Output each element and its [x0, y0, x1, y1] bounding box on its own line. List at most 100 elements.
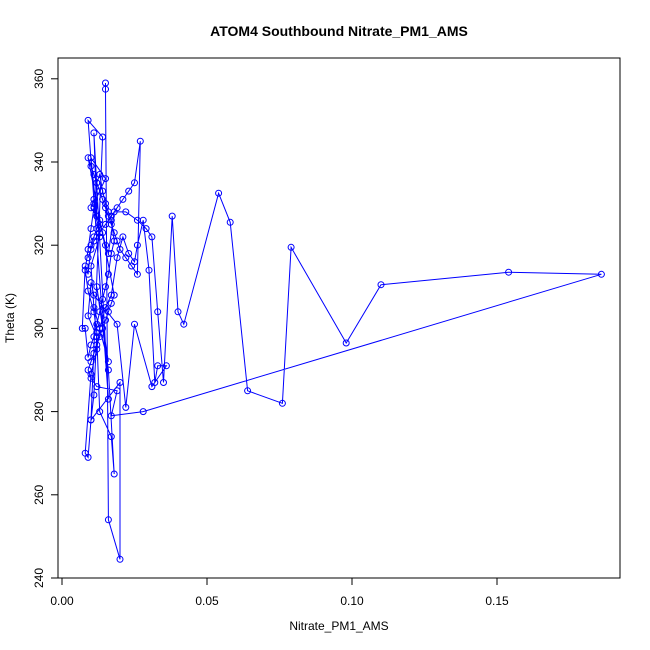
data-point — [90, 204, 98, 212]
data-point — [84, 116, 92, 124]
data-point — [128, 262, 136, 270]
data-point — [122, 403, 130, 411]
data-point — [87, 358, 95, 366]
data-point — [102, 85, 109, 93]
data-point — [90, 233, 98, 241]
data-point — [93, 320, 101, 328]
data-point — [90, 195, 98, 203]
data-point — [90, 391, 98, 399]
data-point — [131, 179, 138, 187]
data-point — [162, 362, 170, 370]
data-point — [116, 555, 124, 563]
data-point — [84, 312, 92, 320]
x-tick-label: 0.05 — [195, 594, 219, 608]
data-point — [90, 171, 98, 178]
data-point — [87, 245, 95, 253]
data-point — [90, 304, 98, 312]
data-point — [107, 212, 115, 220]
data-point — [99, 133, 107, 141]
data-point — [113, 254, 121, 262]
x-axis: 0.00 0.05 0.10 0.15 — [50, 578, 509, 608]
data-point — [84, 287, 92, 295]
data-point — [78, 324, 86, 332]
y-axis: 240 260 280 300 320 340 360 — [32, 68, 58, 588]
data-point — [99, 324, 107, 332]
x-tick-label: 0.10 — [340, 594, 364, 608]
data-point — [93, 383, 101, 391]
y-tick-label: 260 — [32, 484, 46, 504]
data-point — [93, 283, 101, 291]
data-point — [93, 179, 101, 187]
data-point — [116, 379, 124, 386]
data-point — [133, 241, 141, 249]
data-point — [133, 270, 141, 278]
y-tick-label: 280 — [32, 401, 46, 421]
data-point — [133, 216, 141, 224]
data-point — [107, 299, 115, 307]
data-point — [377, 281, 385, 289]
data-point — [154, 362, 162, 370]
data-point — [99, 295, 107, 303]
data-point — [99, 187, 107, 195]
data-point — [226, 218, 234, 226]
data-point — [136, 137, 144, 145]
data-point — [96, 333, 104, 341]
data-point — [93, 341, 101, 349]
data-point — [244, 387, 252, 395]
data-point — [139, 408, 147, 416]
x-tick-label: 0.15 — [485, 594, 509, 608]
data-point — [84, 270, 92, 278]
data-point — [342, 339, 350, 347]
data-point — [90, 349, 98, 357]
y-tick-label: 340 — [32, 152, 46, 172]
data-point — [597, 270, 605, 278]
series-line — [81, 83, 602, 560]
plot-frame — [57, 57, 621, 579]
data-point — [90, 129, 98, 137]
data-point — [87, 374, 95, 382]
data-point — [96, 408, 104, 416]
data-point — [87, 162, 95, 170]
data-point — [99, 195, 107, 203]
data-point — [104, 366, 112, 374]
data-point — [122, 208, 130, 216]
data-point — [215, 189, 223, 197]
data-point — [160, 379, 167, 386]
data-point — [90, 237, 98, 245]
data-point — [84, 453, 92, 461]
data-point — [96, 308, 104, 316]
data-point — [113, 237, 121, 245]
data-point — [110, 470, 118, 478]
data-point — [93, 333, 101, 341]
data-point — [99, 229, 107, 237]
data-point — [102, 241, 109, 249]
data-point — [119, 233, 127, 241]
data-point — [102, 316, 109, 324]
data-point — [102, 220, 109, 228]
data-point — [104, 250, 112, 257]
data-point — [180, 320, 188, 328]
data-point — [104, 308, 112, 316]
data-point — [104, 270, 112, 278]
series-layer — [78, 79, 605, 563]
data-point — [87, 154, 95, 162]
data-point — [168, 212, 176, 220]
data-point — [151, 379, 159, 386]
data-point — [102, 175, 109, 183]
y-tick-label: 240 — [32, 568, 46, 588]
data-point — [87, 204, 95, 212]
data-point — [104, 212, 112, 220]
y-tick-label: 300 — [32, 318, 46, 338]
x-tick-label: 0.00 — [50, 594, 74, 608]
data-point — [122, 254, 130, 262]
data-point — [104, 516, 112, 524]
data-point — [107, 412, 115, 420]
data-point — [113, 320, 121, 328]
x-axis-label: Nitrate_PM1_AMS — [289, 619, 388, 633]
data-point — [104, 358, 112, 366]
data-point — [287, 243, 295, 251]
data-point — [102, 204, 109, 212]
data-point — [116, 245, 124, 253]
